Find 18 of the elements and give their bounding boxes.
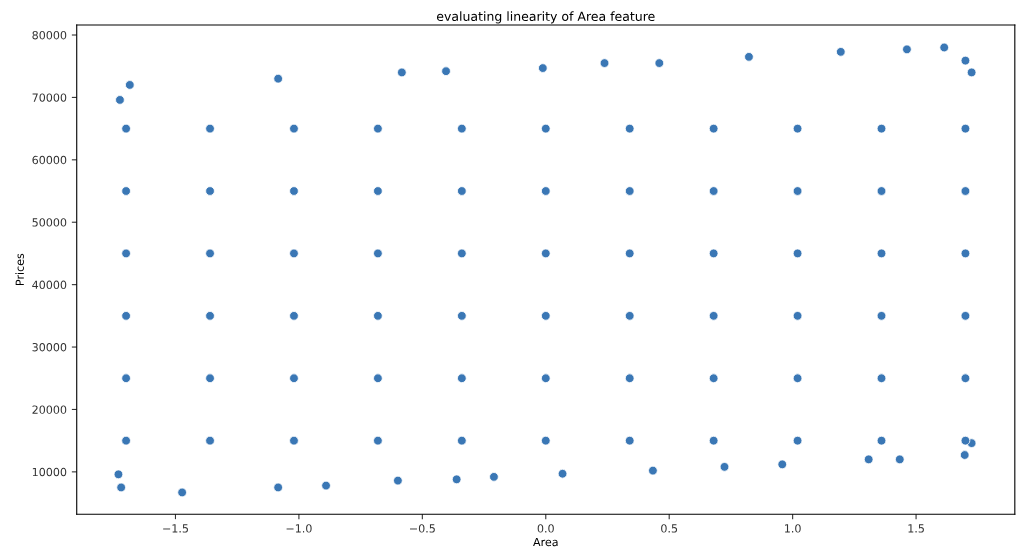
y-tick-label: 40000 bbox=[32, 280, 67, 290]
y-tick-label: 20000 bbox=[32, 405, 67, 414]
x-tick-label: −1.0 bbox=[286, 524, 312, 533]
y-axis-title: Prices bbox=[15, 253, 24, 286]
chart-title: evaluating linearity of Area feature bbox=[436, 11, 655, 24]
x-tick-label: 0.0 bbox=[537, 524, 554, 533]
y-tick-label: 30000 bbox=[32, 343, 67, 352]
x-tick-label: 1.5 bbox=[908, 524, 924, 533]
y-tick-label: 50000 bbox=[32, 218, 67, 227]
y-tick-label: 10000 bbox=[32, 467, 67, 477]
y-tick-label: 80000 bbox=[32, 30, 67, 40]
x-tick-label: −1.5 bbox=[163, 524, 188, 533]
x-axis-title: Area bbox=[533, 537, 558, 547]
y-tick-label: 70000 bbox=[32, 93, 67, 102]
y-tick-label: 60000 bbox=[32, 155, 67, 165]
x-tick-label: 1.0 bbox=[785, 524, 801, 533]
x-tick-label: 0.5 bbox=[661, 524, 678, 533]
x-tick-label: −0.5 bbox=[410, 524, 435, 533]
